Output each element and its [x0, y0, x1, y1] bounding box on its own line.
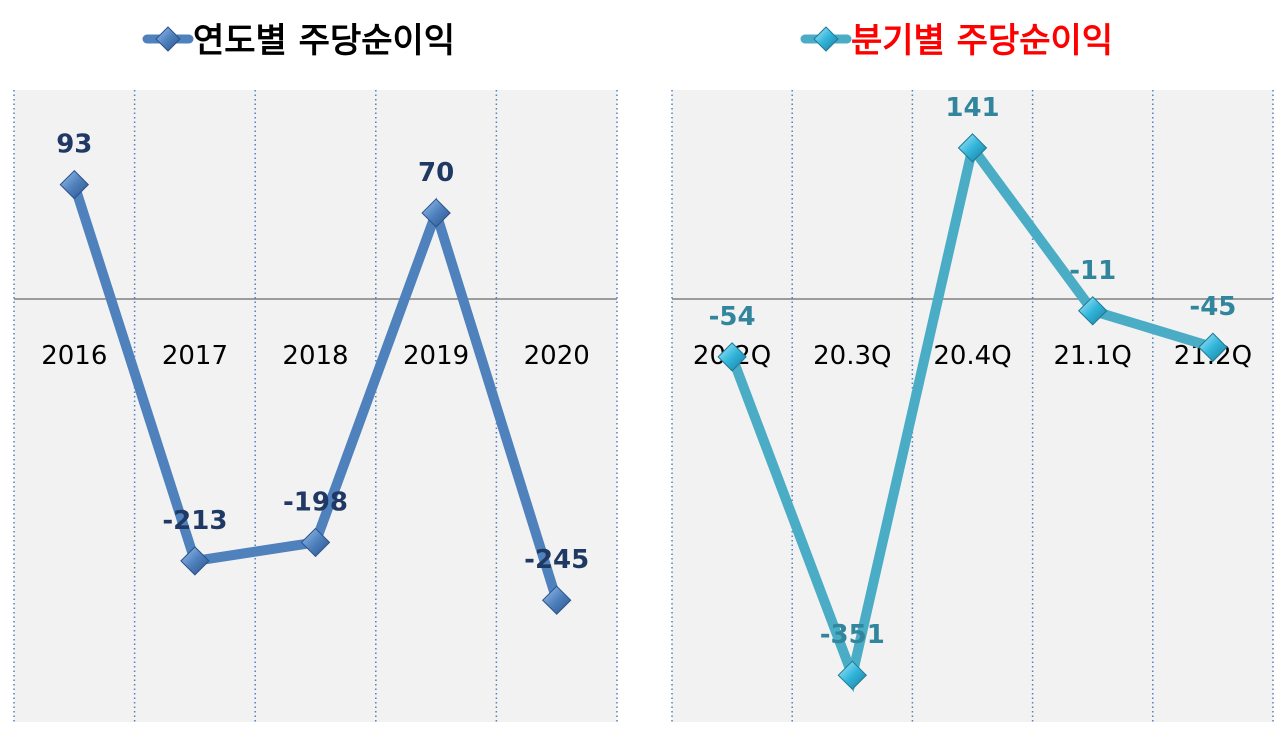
data-point — [1077, 296, 1108, 326]
data-point — [59, 169, 90, 200]
plot-area-quarterly: 20.2Q20.3Q20.4Q21.1Q21.2Q-54-351141-11-4… — [671, 90, 1274, 722]
plot-background — [14, 90, 617, 722]
data-point — [1198, 332, 1228, 362]
data-label: -45 — [1189, 292, 1236, 322]
tick-label: 2017 — [162, 341, 228, 371]
quarterly-eps-chart: 분기별 주당순이익 20.2Q20.3Q20.4Q21.1Q21.2Q-54-3… — [671, 21, 1274, 722]
data-point — [837, 660, 868, 690]
data-label: -198 — [283, 487, 348, 517]
legend-label-quarterly: 분기별 주당순이익 — [851, 21, 1113, 61]
tick-label: 2018 — [282, 341, 348, 371]
legend-marker-annual — [155, 26, 181, 52]
data-point — [180, 546, 210, 576]
legend-annual: 연도별 주당순이익 — [142, 21, 455, 61]
tick-label: 20.3Q — [813, 341, 891, 371]
data-label: 93 — [56, 130, 92, 160]
annual-eps-chart: 연도별 주당순이익 2016 2017 2018 2019 2020 93 -213 -198… — [13, 21, 618, 722]
legend-quarterly: 분기별 주당순이익 — [800, 21, 1113, 61]
data-label: -11 — [1069, 256, 1116, 286]
legend-label-annual: 연도별 주당순이익 — [193, 21, 455, 61]
data-label: -54 — [709, 302, 756, 332]
data-point — [717, 342, 747, 372]
tick-label: 21.1Q — [1054, 341, 1132, 371]
legend-marker-quarterly — [813, 26, 839, 52]
plot-background — [672, 90, 1273, 722]
data-label: 141 — [945, 93, 999, 123]
data-label: 70 — [418, 158, 454, 188]
data-point — [421, 198, 451, 228]
tick-label: 2019 — [403, 341, 469, 371]
data-label: -213 — [162, 506, 227, 536]
tick-label: 2020 — [524, 341, 590, 371]
tick-label: 20.4Q — [933, 341, 1011, 371]
data-label: -351 — [820, 620, 885, 650]
data-point — [957, 133, 988, 163]
data-point — [300, 527, 331, 558]
data-point — [541, 585, 572, 615]
data-label: -245 — [524, 545, 589, 575]
tick-label: 2016 — [41, 341, 107, 371]
plot-area-annual: 2016 2017 2018 2019 2020 93 -213 -198 70 -245 — [13, 90, 618, 722]
